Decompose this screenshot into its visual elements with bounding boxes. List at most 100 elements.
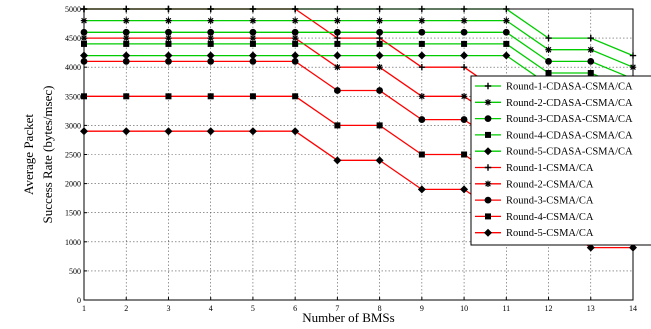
- x-tick-label: 8: [378, 304, 382, 313]
- data-point: [249, 17, 257, 24]
- legend-marker: [484, 228, 492, 237]
- y-tick-label: 4000: [65, 63, 81, 72]
- data-point: [334, 64, 341, 71]
- data-point: [333, 87, 341, 94]
- data-point: [249, 57, 257, 65]
- data-point: [207, 40, 214, 47]
- data-point: [291, 17, 299, 24]
- data-point: [587, 46, 594, 53]
- data-point: [334, 17, 341, 24]
- legend-label: Round-2-CDASA-CSMA/CA: [506, 98, 633, 109]
- data-point: [460, 28, 468, 36]
- y-tick-label: 500: [69, 267, 81, 276]
- data-point: [460, 93, 468, 100]
- data-point: [418, 151, 425, 158]
- data-point: [587, 57, 595, 65]
- data-point: [207, 57, 215, 65]
- data-point: [586, 243, 595, 252]
- data-point: [123, 17, 130, 24]
- data-point: [376, 17, 383, 24]
- data-point: [165, 40, 172, 47]
- data-point: [460, 17, 468, 24]
- data-point: [375, 51, 384, 60]
- data-point: [418, 17, 426, 24]
- data-point: [165, 57, 172, 65]
- data-point: [460, 64, 468, 71]
- data-point: [164, 127, 173, 136]
- series-line: [84, 19, 634, 68]
- data-point: [249, 40, 256, 47]
- data-point: [334, 34, 341, 42]
- y-tick-label: 2000: [65, 180, 81, 189]
- data-point: [376, 28, 384, 36]
- data-point: [123, 40, 130, 47]
- data-point: [206, 127, 215, 136]
- legend-item: Round-5-CSMA/CA: [475, 228, 594, 239]
- data-point: [417, 51, 426, 60]
- x-tick-label: 14: [629, 304, 637, 313]
- legend-label: Round-2-CSMA/CA: [506, 179, 594, 190]
- data-point: [334, 40, 341, 47]
- legend-marker: [484, 196, 492, 204]
- data-point: [333, 51, 342, 60]
- data-point: [292, 40, 299, 47]
- legend: Round-1-CDASA-CSMA/CA Round-2-CDASA-CSMA/…: [470, 75, 651, 246]
- data-point: [206, 51, 215, 60]
- data-point: [291, 34, 299, 42]
- data-point: [418, 40, 425, 47]
- data-point: [207, 17, 214, 24]
- data-point: [165, 93, 172, 100]
- data-point: [461, 40, 468, 47]
- data-point: [291, 127, 300, 136]
- legend-marker: [484, 99, 492, 106]
- legend-marker: [485, 213, 491, 220]
- legend-label: Round-3-CSMA/CA: [506, 196, 594, 207]
- data-point: [376, 40, 383, 47]
- data-point: [165, 28, 172, 36]
- data-point: [291, 57, 299, 65]
- data-point: [123, 34, 130, 42]
- legend-label: Round-4-CSMA/CA: [506, 212, 594, 223]
- x-tick-label: 7: [335, 304, 339, 313]
- data-point: [122, 51, 131, 60]
- y-tick-label: 3500: [65, 92, 81, 101]
- legend-marker: [485, 131, 491, 138]
- x-tick-label: 5: [251, 304, 255, 313]
- y-axis-label-line-2: Success Rate (bytes/msec): [40, 86, 55, 224]
- legend-marker: [484, 180, 492, 187]
- data-point: [545, 34, 552, 42]
- x-axis-label: Number of BMSs: [302, 310, 394, 325]
- y-axis-label-line-1: Average Packet: [21, 114, 36, 195]
- x-tick-label: 3: [166, 304, 170, 313]
- data-point: [249, 28, 257, 36]
- x-tick-label: 6: [293, 304, 297, 313]
- data-point: [460, 116, 468, 123]
- legend-marker: [484, 82, 492, 90]
- x-tick-label: 12: [545, 304, 553, 313]
- data-point: [164, 51, 173, 60]
- data-point: [545, 57, 552, 65]
- legend-label: Round-4-CDASA-CSMA/CA: [506, 130, 633, 141]
- legend-label: Round-5-CSMA/CA: [506, 228, 594, 239]
- data-point: [122, 57, 130, 65]
- data-point: [587, 70, 594, 77]
- data-point: [122, 127, 131, 136]
- legend-marker: [484, 147, 492, 156]
- y-tick-label: 5000: [65, 5, 81, 14]
- data-point: [461, 151, 468, 158]
- y-tick-label: 1500: [65, 209, 81, 218]
- x-tick-label: 10: [460, 304, 468, 313]
- data-point: [292, 93, 299, 100]
- data-point: [165, 17, 172, 24]
- series-line: [84, 43, 634, 92]
- data-point: [418, 93, 426, 100]
- data-point: [333, 156, 342, 165]
- legend-item: Round-3-CDASA-CSMA/CA: [475, 114, 633, 125]
- legend-item: Round-5-CDASA-CSMA/CA: [475, 147, 633, 158]
- legend-item: Round-3-CSMA/CA: [475, 196, 594, 207]
- legend-label: Round-1-CSMA/CA: [506, 163, 594, 174]
- data-point: [249, 93, 256, 100]
- data-point: [503, 17, 510, 24]
- x-tick-label: 9: [420, 304, 424, 313]
- data-point: [376, 122, 383, 129]
